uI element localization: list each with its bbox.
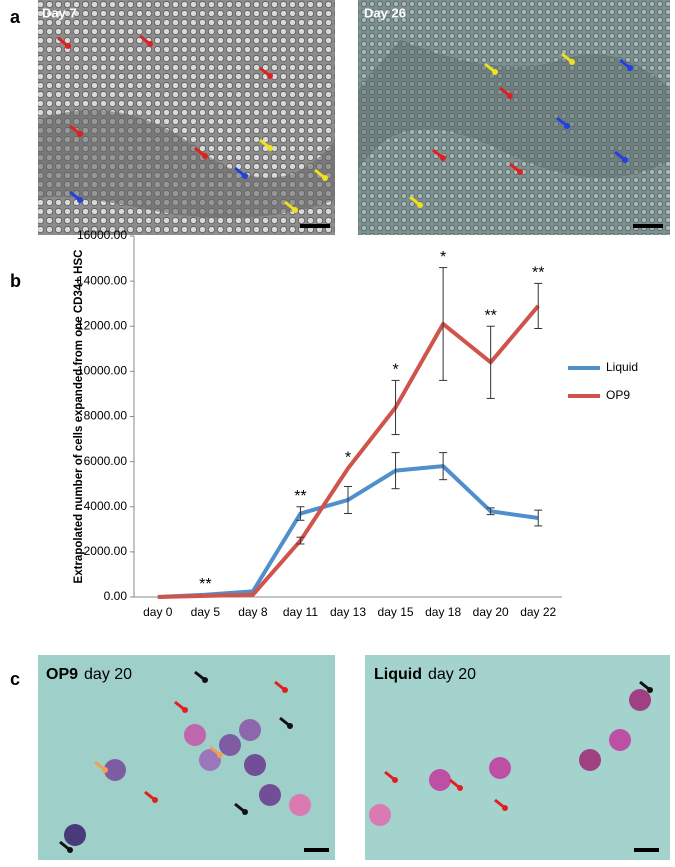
cell [259,784,281,806]
arrow-head [517,169,523,175]
y-tick-label: 10000.00 [77,364,127,378]
arrow-head [282,687,288,693]
arrow-head [492,69,498,75]
cell [609,729,631,751]
cell [629,689,651,711]
scale-bar [633,224,663,228]
arrow-head [217,752,223,758]
image-label-strong: Liquid [374,666,422,683]
arrow-head [147,41,153,47]
arrow-head [242,173,248,179]
significance: * [345,450,351,467]
arrow-head [622,157,628,163]
cell [429,769,451,791]
significance: ** [532,265,544,282]
cell [184,724,206,746]
x-tick-label: day 11 [283,605,318,619]
series-line [157,464,539,599]
legend-label: OP9 [606,388,630,402]
arrow-head [267,73,273,79]
image-label: Day 26 [364,5,406,20]
y-tick-label: 16000.00 [77,228,127,242]
y-tick-label: 4000.00 [84,499,128,513]
scale-bar [300,224,330,228]
x-tick-label: day 13 [330,605,366,619]
arrow-head [457,785,463,791]
y-tick-label: 12000.00 [77,318,127,332]
significance: * [440,249,446,266]
significance: ** [484,307,496,324]
arrow-head [507,93,513,99]
series-line [157,304,540,599]
x-tick-label: day 8 [238,605,268,619]
y-axis-label: Extrapolated number of cells expanded fr… [73,250,85,584]
scale-bar [634,848,659,852]
arrow-head [417,202,423,208]
cell [489,757,511,779]
legend-label: Liquid [606,360,638,374]
significance: ** [199,576,211,593]
cell [64,824,86,846]
arrow-head [102,767,108,773]
arrow-head [67,847,73,853]
arrow-head [242,809,248,815]
arrow-head [152,797,158,803]
cell [239,719,261,741]
arrow-head [182,707,188,713]
x-tick-label: day 0 [143,605,173,619]
cell [289,794,311,816]
cell [579,749,601,771]
micrograph-region [38,110,335,218]
arrow-head [564,123,570,129]
y-tick-label: 0.00 [104,589,128,603]
cell [244,754,266,776]
image-label: Day 7 [42,5,77,20]
micrograph [365,655,670,860]
x-tick-label: day 22 [520,605,556,619]
arrow-head [292,207,298,213]
cell [104,759,126,781]
significance: * [392,362,398,379]
significance: ** [294,488,306,505]
image-label-rest: day 20 [84,666,132,683]
y-tick-label: 6000.00 [84,454,128,468]
micrograph-region [358,40,670,178]
x-tick-label: day 15 [378,605,414,619]
y-tick-label: 2000.00 [84,544,128,558]
arrow-head [77,197,83,203]
cell [199,749,221,771]
arrow-head [202,153,208,159]
panel-label: c [10,669,20,689]
x-tick-label: day 5 [191,605,221,619]
arrow-head [267,145,273,151]
image-label: OP9 day 20 [46,666,132,683]
x-tick-label: day 20 [473,605,509,619]
x-tick-label: day 18 [425,605,461,619]
arrow-head [627,65,633,71]
panel-label: b [10,271,21,291]
arrow-head [202,677,208,683]
arrow-head [569,59,575,65]
arrow-head [65,43,71,49]
cell [369,804,391,826]
arrow-head [287,723,293,729]
arrow-head [392,777,398,783]
y-tick-label: 8000.00 [84,409,128,423]
scale-bar [304,848,329,852]
image-label: Liquid day 20 [374,666,476,683]
image-label-rest: day 20 [428,666,476,683]
arrow-head [322,175,328,181]
cell [219,734,241,756]
arrow-head [647,687,653,693]
y-tick-label: 14000.00 [77,273,127,287]
panel-label: a [10,7,21,27]
arrow-head [77,131,83,137]
arrow-head [502,805,508,811]
image-label-strong: OP9 [46,666,78,683]
arrow-head [440,155,446,161]
